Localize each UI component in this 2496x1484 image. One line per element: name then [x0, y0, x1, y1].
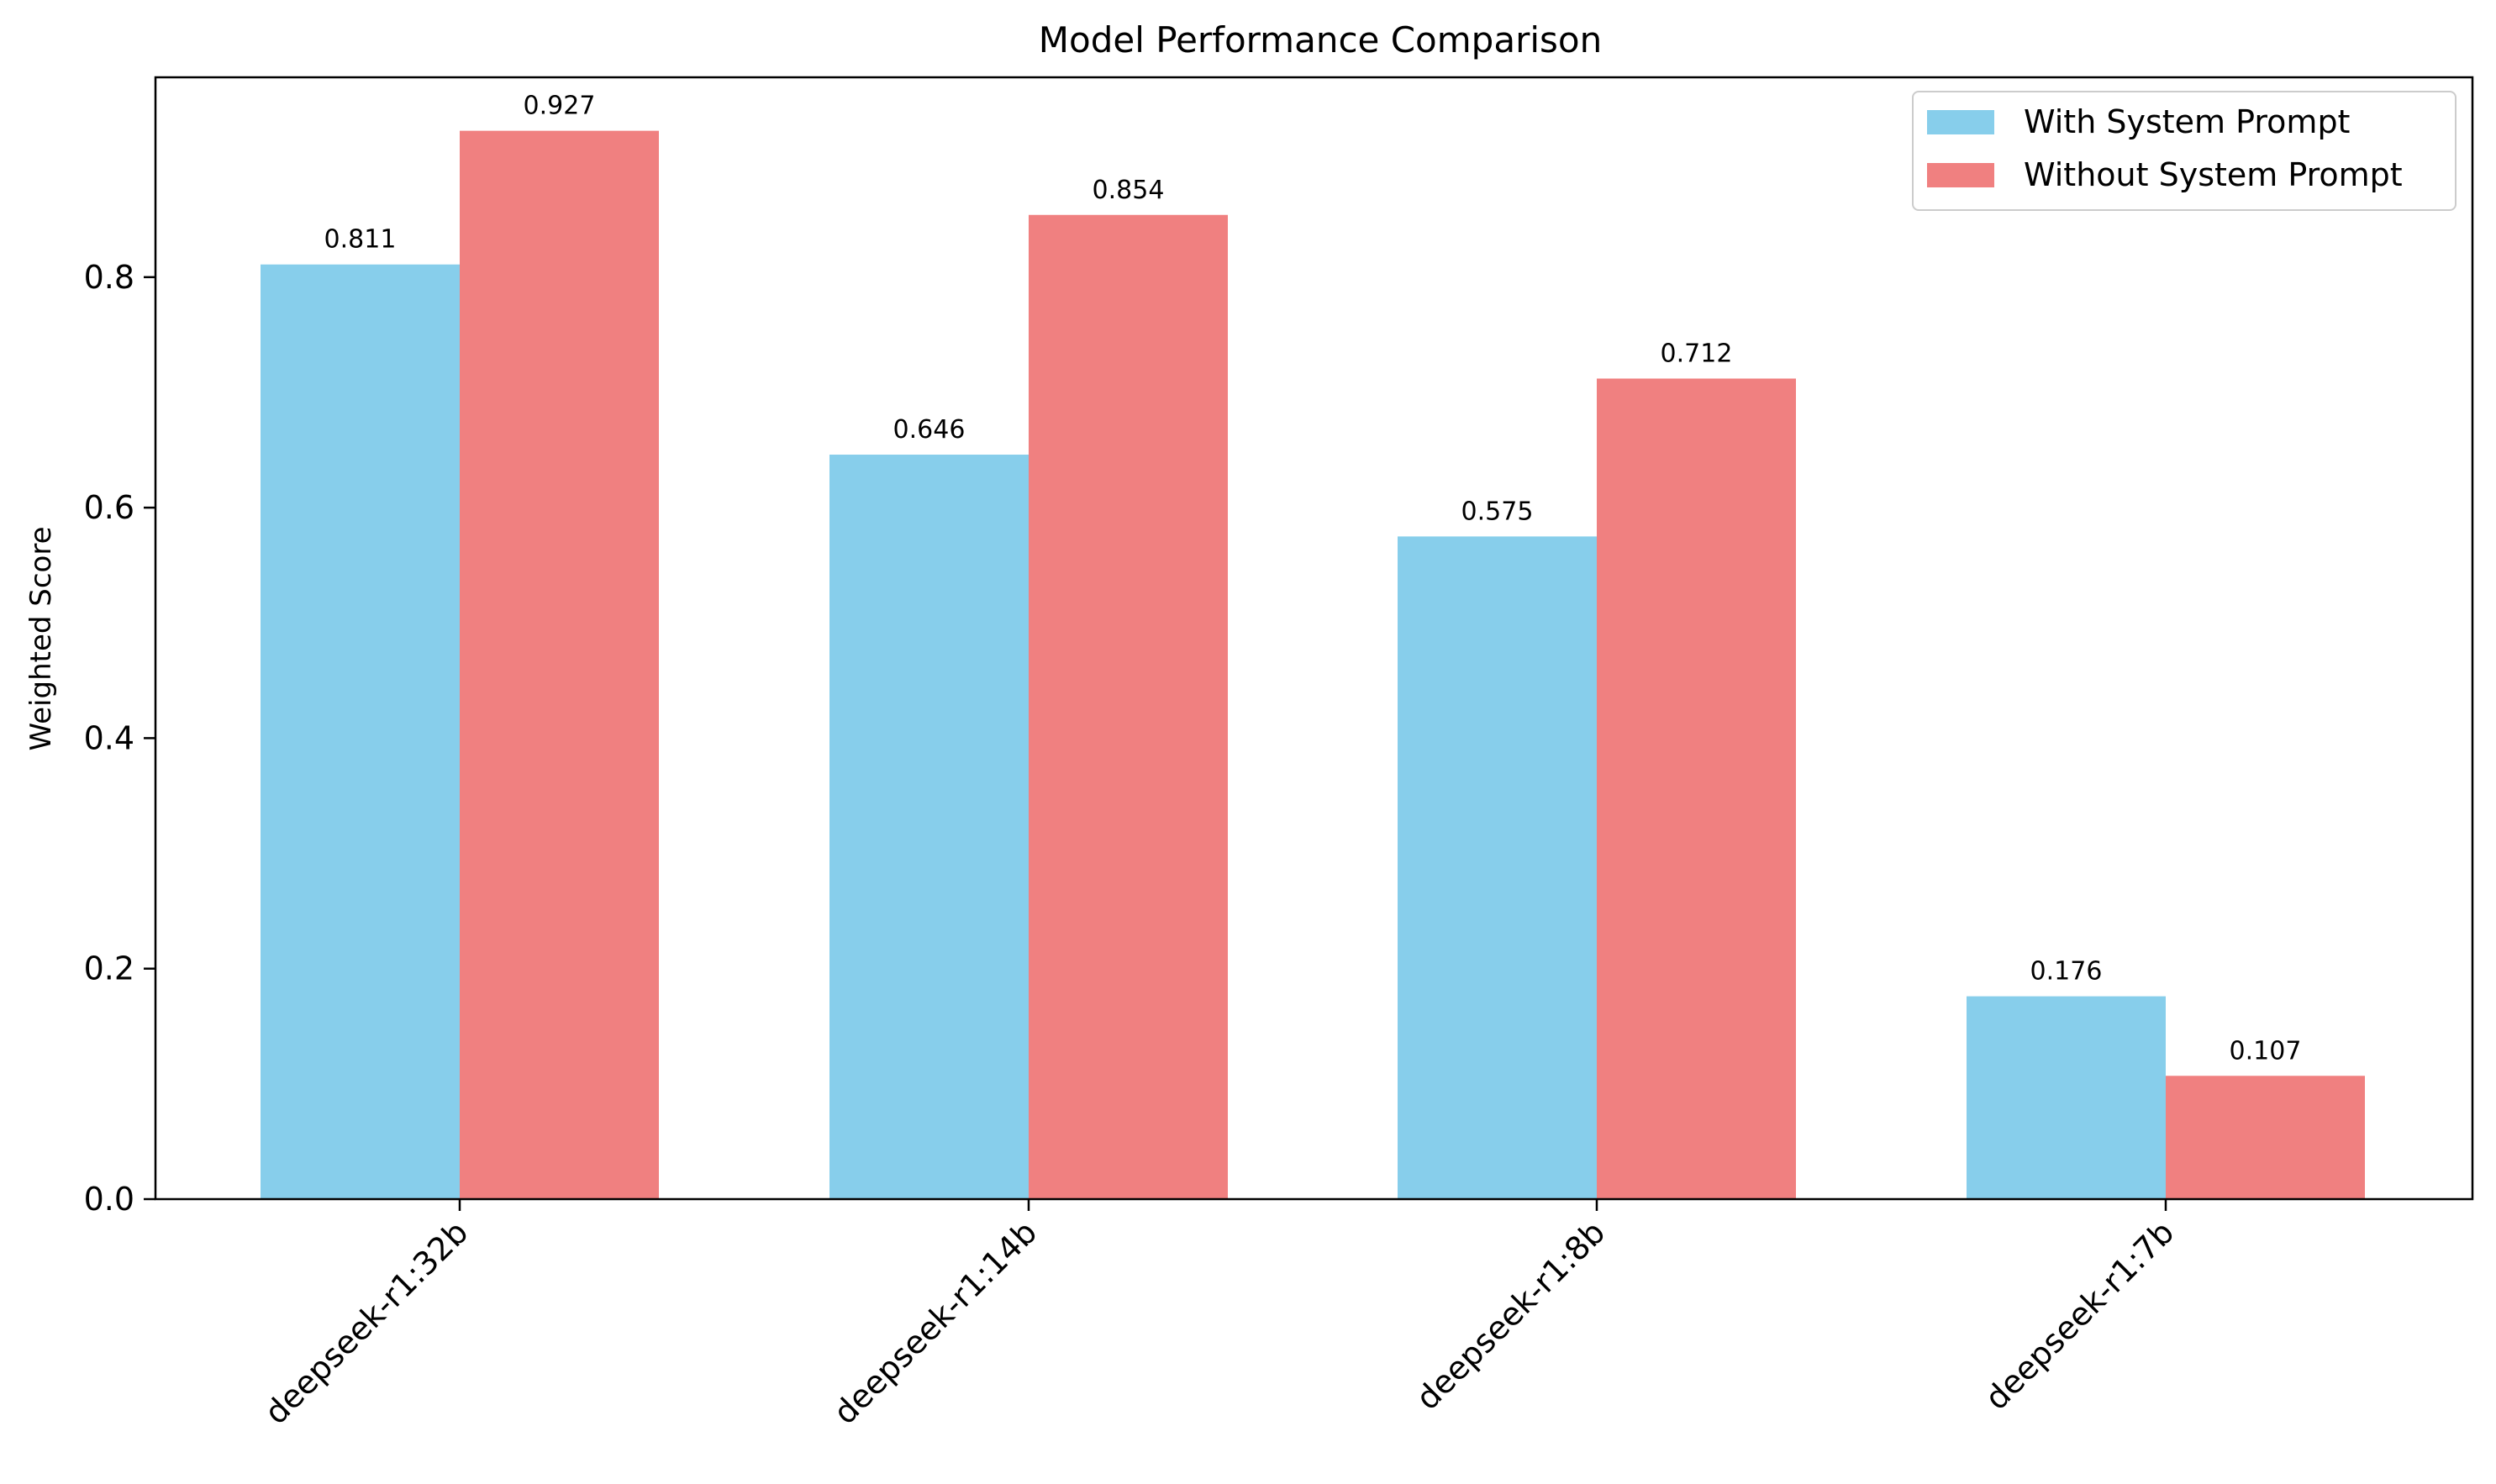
y-tick-label: 0.8: [84, 259, 134, 296]
value-label-with-system-prompt-deepseek-r1-8b: 0.575: [1461, 497, 1534, 526]
plot-frame: [154, 76, 2474, 1201]
legend-label-without-system-prompt: Without System Prompt: [2024, 156, 2403, 193]
y-tick-label: 0.6: [84, 489, 134, 526]
bar-with-system-prompt-deepseek-r1-7b: [1967, 996, 2166, 1199]
y-axis-label: Weighted Score: [24, 527, 58, 751]
value-labels: 0.811 0.646 0.575 0.176 0.927 0.854 0.712 0.107: [324, 92, 2302, 1066]
y-axis-ticks: 0.0 0.2 0.4 0.6 0.8: [84, 259, 155, 1218]
chart-title: Model Performance Comparison: [1039, 19, 1602, 61]
value-label-with-system-prompt-deepseek-r1-32b: 0.811: [324, 225, 397, 255]
bar-without-system-prompt-deepseek-r1-8b: [1597, 378, 1796, 1199]
y-tick-label: 0.2: [84, 950, 134, 987]
value-label-with-system-prompt-deepseek-r1-14b: 0.646: [893, 415, 966, 445]
value-label-without-system-prompt-deepseek-r1-14b: 0.854: [1093, 176, 1165, 205]
legend-item-without-system-prompt: Without System Prompt: [1927, 156, 2403, 193]
value-label-without-system-prompt-deepseek-r1-7b: 0.107: [2230, 1036, 2302, 1066]
legend: With System Prompt Without System Prompt: [1912, 91, 2457, 211]
legend-box: [1912, 91, 2457, 211]
y-tick-label: 0.4: [84, 719, 134, 756]
legend-swatch-with-system-prompt: [1927, 110, 1994, 134]
bar-without-system-prompt-deepseek-r1-7b: [2166, 1076, 2365, 1199]
bar-with-system-prompt-deepseek-r1-32b: [261, 264, 460, 1200]
legend-swatch-without-system-prompt: [1927, 163, 1994, 187]
legend-item-with-system-prompt: With System Prompt: [1927, 103, 2350, 140]
value-label-with-system-prompt-deepseek-r1-7b: 0.176: [2030, 957, 2103, 987]
bar-with-system-prompt-deepseek-r1-8b: [1398, 536, 1597, 1199]
y-tick-label: 0.0: [84, 1181, 134, 1218]
value-label-without-system-prompt-deepseek-r1-8b: 0.712: [1661, 339, 1733, 369]
value-label-without-system-prompt-deepseek-r1-32b: 0.927: [524, 92, 596, 121]
bar-with-system-prompt-deepseek-r1-14b: [829, 455, 1029, 1199]
bar-without-system-prompt-deepseek-r1-32b: [460, 130, 659, 1200]
bars: [261, 130, 2365, 1200]
bar-without-system-prompt-deepseek-r1-14b: [1029, 214, 1228, 1199]
legend-label-with-system-prompt: With System Prompt: [2024, 103, 2350, 140]
